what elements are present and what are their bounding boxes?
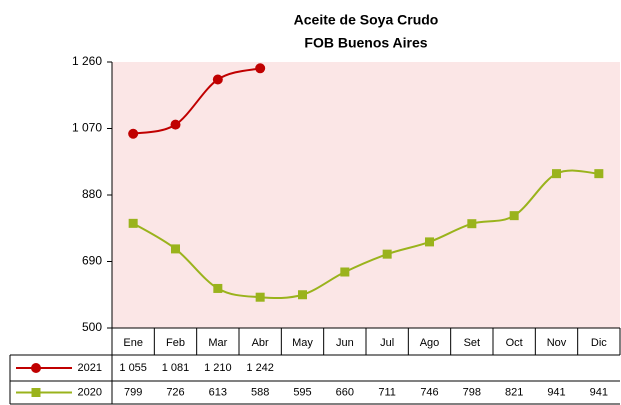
x-tick-label: Ene (123, 337, 143, 349)
y-tick-label: 1 260 (72, 54, 102, 68)
y-tick-label: 690 (82, 254, 102, 268)
point (255, 292, 265, 302)
point (255, 63, 266, 74)
table-value: 1 242 (246, 362, 274, 374)
point (425, 237, 434, 247)
chart-subtitle: FOB Buenos Aires (304, 35, 427, 51)
legend-label: 2020 (78, 386, 102, 398)
x-tick-label: Jun (336, 337, 354, 349)
table-value: 588 (251, 386, 269, 398)
point (382, 249, 392, 259)
point (552, 169, 561, 179)
point (128, 218, 138, 228)
legend-label: 2021 (78, 362, 102, 374)
point (298, 290, 307, 300)
plot-area (112, 62, 620, 328)
x-tick-label: Abr (252, 337, 269, 349)
x-tick-label: Dic (591, 337, 607, 349)
y-tick-label: 500 (82, 320, 102, 334)
legend-marker (31, 363, 41, 373)
point (467, 219, 477, 229)
series-line (132, 67, 261, 135)
point (213, 283, 223, 293)
y-tick-label: 880 (82, 187, 102, 201)
table-value: 1 055 (119, 362, 147, 374)
x-tick-label: Nov (547, 337, 567, 349)
table-value: 613 (209, 386, 227, 398)
legend-marker (31, 388, 41, 397)
y-tick-label: 1 070 (72, 121, 102, 135)
x-tick-label: Oct (506, 337, 523, 349)
table-value: 821 (505, 386, 523, 398)
table-value: 941 (547, 386, 565, 398)
table-value: 660 (336, 386, 354, 398)
table-value: 941 (590, 386, 608, 398)
table-value: 798 (463, 386, 481, 398)
table-value: 799 (124, 386, 142, 398)
x-tick-label: Set (464, 337, 481, 349)
x-tick-label: Mar (208, 337, 227, 349)
table-value: 595 (293, 386, 311, 398)
x-tick-label: Feb (166, 337, 185, 349)
point (340, 267, 350, 277)
table-value: 1 081 (162, 362, 190, 374)
point (128, 128, 139, 139)
point (594, 169, 604, 179)
x-tick-label: May (292, 337, 313, 349)
chart-title: Aceite de Soya Crudo (294, 12, 439, 28)
table-value: 746 (420, 386, 438, 398)
point (171, 244, 180, 254)
x-tick-label: Ago (420, 337, 440, 349)
x-tick-label: Jul (380, 337, 394, 349)
point (212, 74, 223, 85)
point (170, 119, 181, 130)
table-value: 1 210 (204, 362, 232, 374)
table-value: 726 (166, 386, 184, 398)
table-value: 711 (378, 386, 396, 398)
point (509, 211, 519, 221)
